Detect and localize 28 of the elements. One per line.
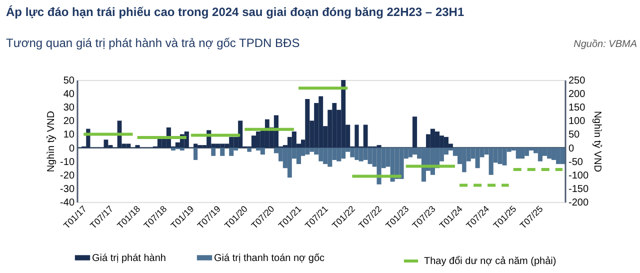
y2-tick-label: 150 [568,102,586,114]
y-tick-label: -40 [60,198,75,208]
y2-tick-label: 200 [568,89,586,100]
y2-tick-label: -50 [568,156,584,168]
y2-tick-label: -150 [568,184,589,195]
y2-tick-label: 100 [568,116,586,128]
y-tick-label: 30 [63,102,75,114]
y2-axis-title: Nghìn tỷ VND [592,110,603,172]
y-tick-label: 10 [63,130,75,141]
chart-subtitle: Tương quan giá trị phát hành và trả nợ gốc TPDN BĐS [6,36,300,50]
y-tick-label: -20 [60,170,75,182]
y2-tick-label: -100 [568,170,589,182]
legend-label: Giá trị phát hành [92,252,166,264]
text: Nguồn: VBMA [574,39,638,50]
y-tick-label: 20 [63,116,75,128]
y2-tick-label: 50 [568,130,580,141]
legend-label: Thay đổi dư nợ cả năm (phải) [424,255,556,267]
y-axis-title: Nghìn tỷ VND [46,110,58,172]
legend-label: Giá trị thanh toán nợ gốc [214,252,325,264]
y-tick-label: -10 [60,156,75,168]
y2-tick-label: 0 [568,143,574,154]
y-tick-label: 50 [63,76,75,86]
chart-title: Áp lực đáo hạn trái phiếu cao trong 2024 sau giai đoạn đóng băng 22H23 – 23H1 [6,5,464,19]
y2-tick-label: -200 [568,198,589,208]
y-tick-label: 40 [63,89,75,100]
y-tick-label: 0 [68,143,75,154]
y-tick-label: -30 [60,184,75,195]
y2-tick-label: 250 [568,76,586,86]
